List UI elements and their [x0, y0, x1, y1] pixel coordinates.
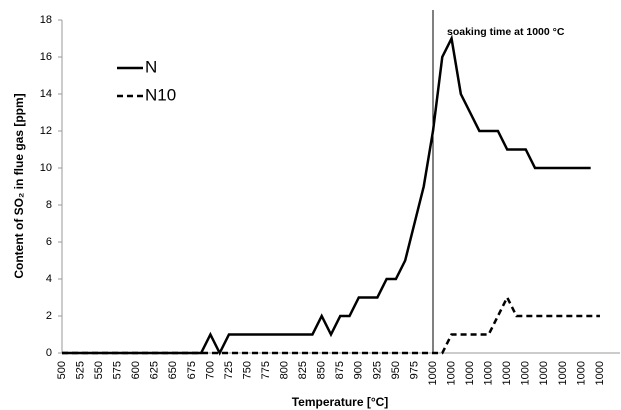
x-tick-label: 525 [74, 361, 86, 379]
x-tick-label: 800 [279, 361, 291, 379]
x-tick-label: 1000 [520, 361, 532, 385]
x-tick-label: 675 [186, 361, 198, 379]
x-tick-label: 1000 [427, 361, 439, 385]
x-tick-label: 1000 [538, 361, 550, 385]
annotation: soaking time at 1000 °C [447, 26, 565, 38]
x-tick-label: 1000 [594, 361, 606, 385]
x-tick-label: 1000 [464, 361, 476, 385]
x-tick-label: 1000 [501, 361, 513, 385]
x-tick-label: 875 [334, 361, 346, 379]
x-tick-label: 1000 [445, 361, 457, 385]
x-tick-label: 650 [167, 361, 179, 379]
y-tick-label: 12 [40, 125, 52, 137]
x-tick-label: 625 [149, 361, 161, 379]
x-tick-label: 750 [241, 361, 253, 379]
y-tick-label: 10 [40, 162, 52, 174]
series-line [62, 294, 600, 355]
x-tick-label: 950 [390, 361, 402, 379]
y-tick-label: 0 [46, 347, 52, 359]
y-tick-label: 4 [46, 273, 52, 285]
x-tick-label: 700 [204, 361, 216, 379]
x-tick-label: 600 [130, 361, 142, 379]
y-tick-label: 8 [46, 199, 52, 211]
x-tick-label: 900 [353, 361, 365, 379]
x-tick-label: 1000 [557, 361, 569, 385]
x-tick-label: 1000 [483, 361, 495, 385]
y-tick-label: 16 [40, 51, 52, 63]
x-tick-label: 775 [260, 361, 272, 379]
legend-label: N [145, 57, 157, 76]
y-axis-title: Content of SO₂ in flue gas [ppm] [12, 93, 26, 278]
x-tick-label: 725 [223, 361, 235, 379]
y-tick-label: 2 [46, 310, 52, 322]
x-tick-label: 575 [112, 361, 124, 379]
x-tick-label: 1000 [575, 361, 587, 385]
x-tick-label: 850 [316, 361, 328, 379]
y-tick-label: 6 [46, 236, 52, 248]
x-tick-label: 975 [408, 361, 420, 379]
y-tick-label: 18 [40, 14, 52, 26]
legend-label: N10 [145, 85, 176, 104]
x-axis-title: Temperature [°C] [292, 395, 389, 409]
x-tick-label: 500 [56, 361, 68, 379]
x-tick-label: 550 [93, 361, 105, 379]
x-tick-label: 925 [371, 361, 383, 379]
y-tick-label: 14 [40, 88, 52, 100]
x-tick-label: 825 [297, 361, 309, 379]
series-line [62, 34, 591, 356]
